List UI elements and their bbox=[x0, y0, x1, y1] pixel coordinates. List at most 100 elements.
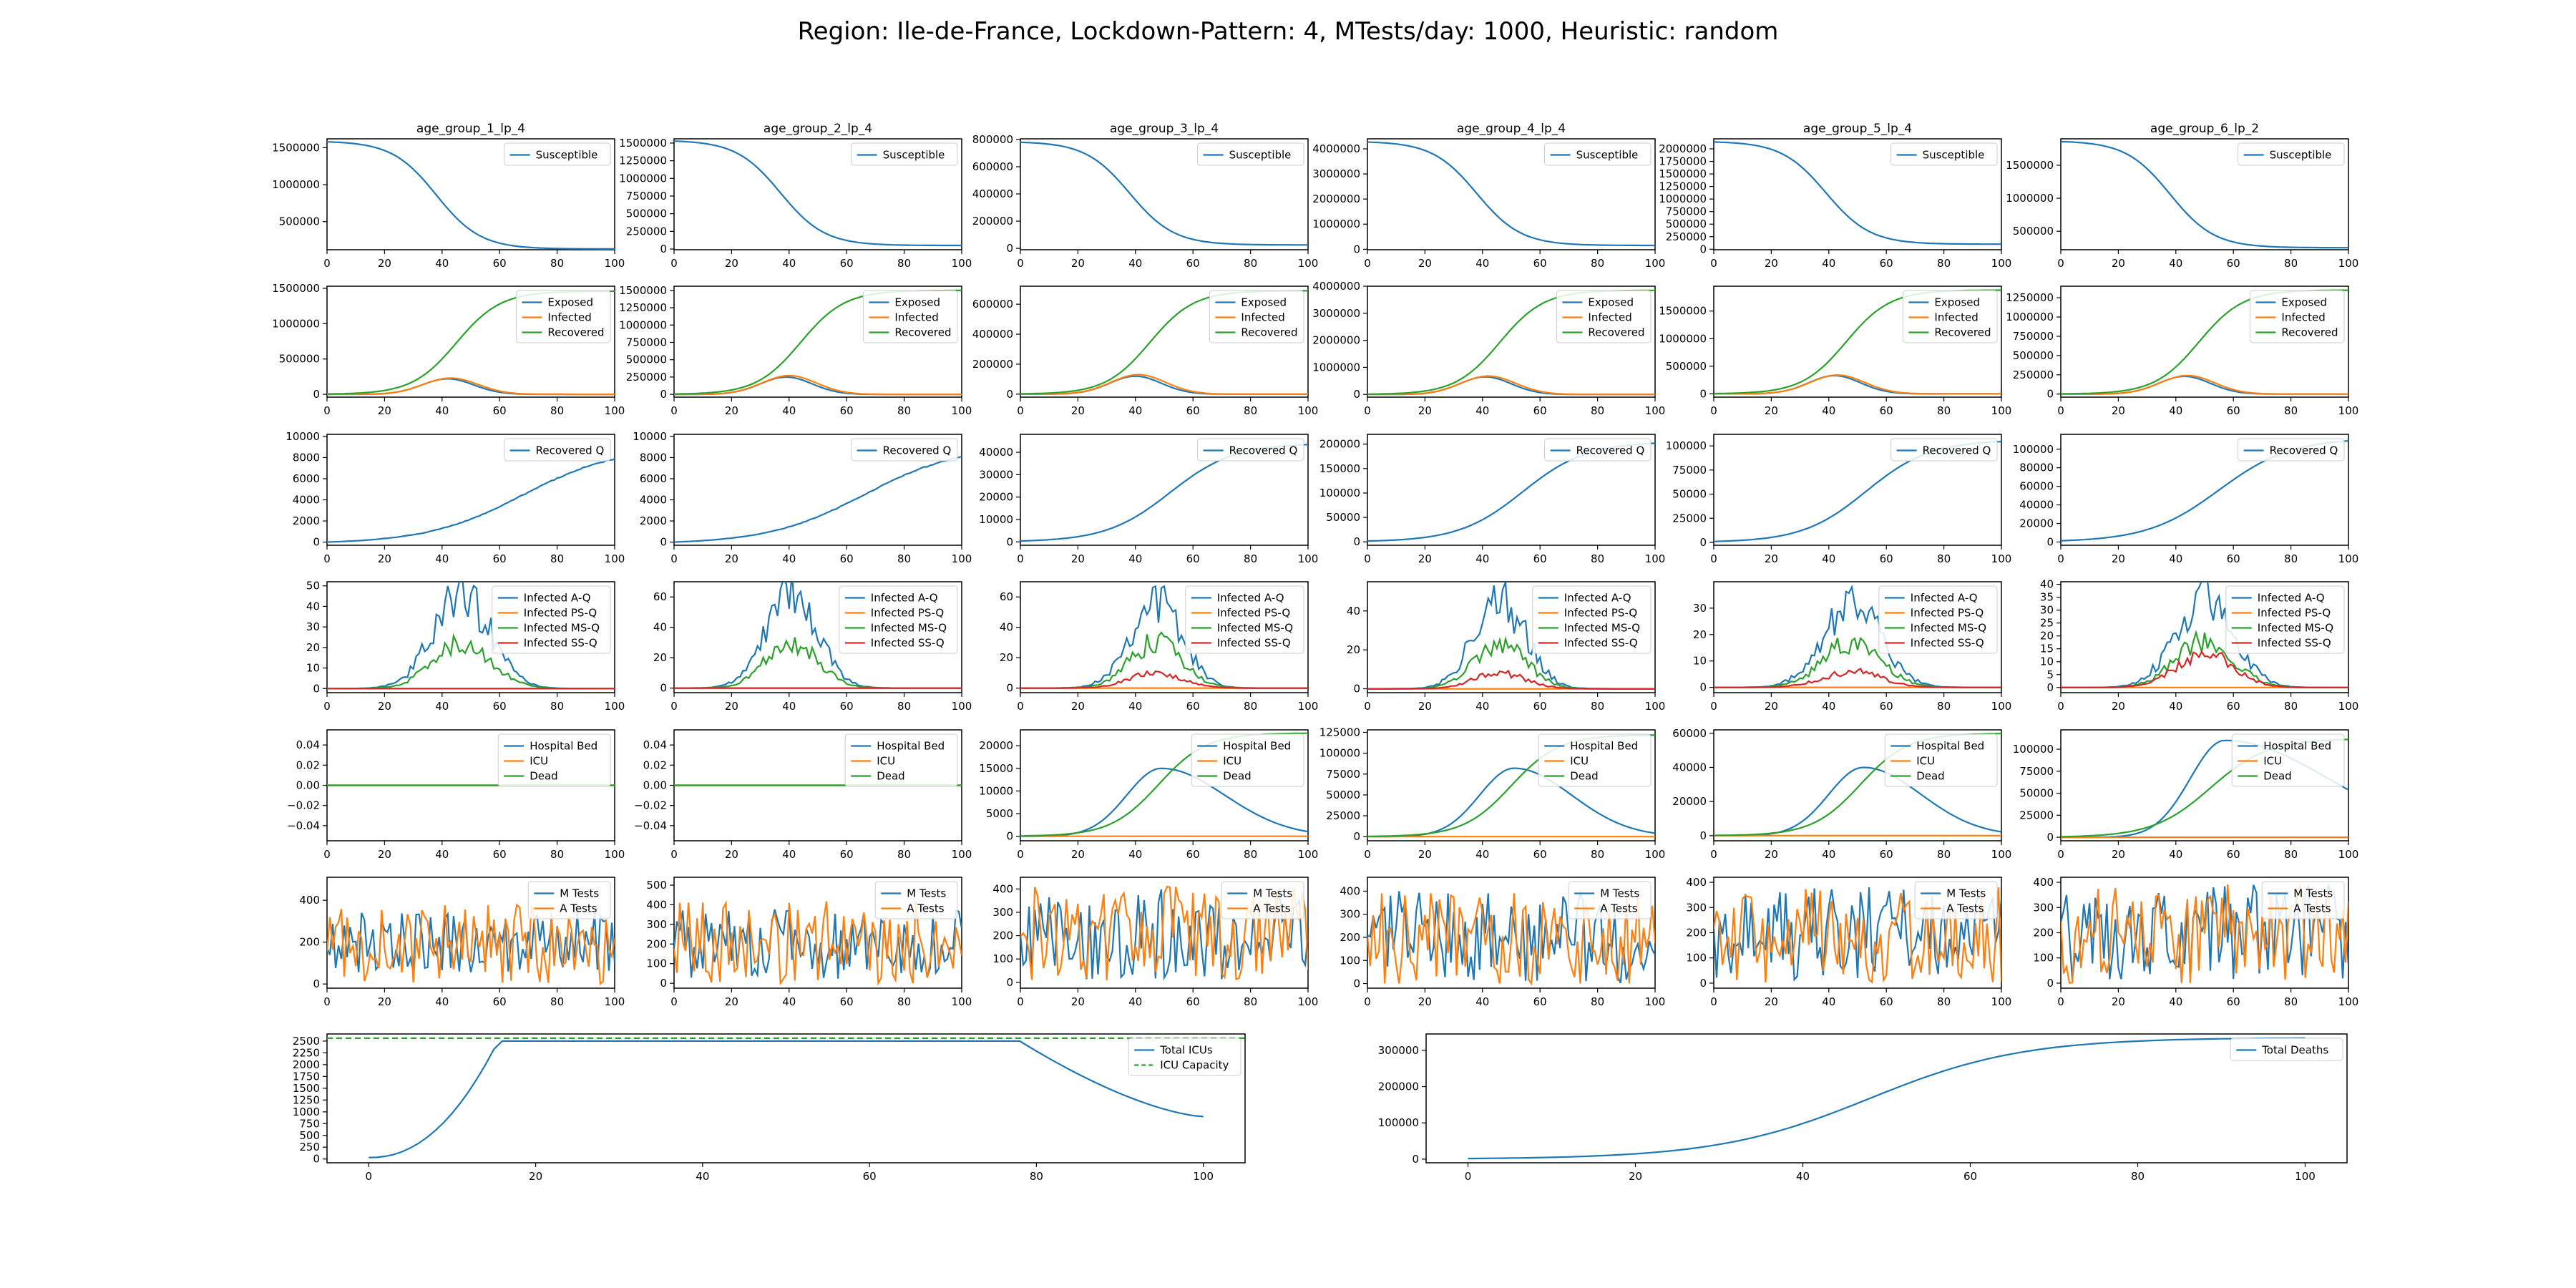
legend-box bbox=[2238, 142, 2345, 166]
y-tick-label: 200 bbox=[646, 937, 667, 950]
legend-label: Susceptible bbox=[2270, 149, 2332, 162]
y-tick-label: 500 bbox=[646, 879, 667, 892]
y-tick-label: 150000 bbox=[1319, 462, 1360, 475]
y-tick-label: 1250000 bbox=[619, 155, 667, 167]
legend-label: M Tests bbox=[2293, 887, 2333, 900]
legend-box bbox=[1538, 733, 1652, 787]
y-tick-label: 25 bbox=[2040, 617, 2054, 630]
y-tick-label: 0 bbox=[1353, 388, 1360, 401]
x-tick-label: 80 bbox=[897, 700, 911, 713]
x-tick-label: 80 bbox=[1937, 848, 1951, 861]
x-tick-label: 60 bbox=[2227, 700, 2240, 713]
x-tick-label: 100 bbox=[1991, 700, 2012, 713]
legend-label: Infected PS-Q bbox=[1911, 607, 1984, 620]
y-tick-label: 300000 bbox=[1378, 1044, 1419, 1057]
y-tick-label: 0 bbox=[1412, 1153, 1419, 1166]
x-tick-label: 0 bbox=[1364, 404, 1371, 417]
legend-box bbox=[504, 142, 611, 166]
x-tick-label: 20 bbox=[1629, 1170, 1642, 1183]
series-line bbox=[674, 140, 962, 247]
legend-label: Infected SS-Q bbox=[871, 637, 945, 650]
x-tick-label: 80 bbox=[1244, 404, 1257, 417]
legend-box bbox=[839, 585, 958, 654]
y-tick-label: 40000 bbox=[2019, 499, 2054, 512]
x-tick-label: 100 bbox=[1298, 257, 1319, 270]
legend-label: Recovered Q bbox=[1229, 444, 1298, 457]
plot-frame bbox=[326, 581, 615, 693]
x-tick-label: 80 bbox=[1591, 404, 1604, 417]
x-tick-label: 100 bbox=[1298, 404, 1319, 417]
y-tick-label: 4000 bbox=[640, 494, 667, 507]
y-tick-label: 800000 bbox=[972, 133, 1013, 146]
y-tick-label: 500000 bbox=[279, 215, 320, 228]
y-tick-label: 20 bbox=[1000, 651, 1013, 664]
legend-box bbox=[527, 881, 611, 919]
legend-label: Infected A-Q bbox=[1217, 592, 1284, 605]
y-tick-label: 8000 bbox=[293, 451, 320, 464]
x-tick-label: 60 bbox=[2227, 552, 2240, 565]
x-tick-label: 20 bbox=[2112, 552, 2125, 565]
plot-frame bbox=[326, 1033, 1246, 1163]
legend-label: M Tests bbox=[1253, 887, 1292, 900]
x-tick-label: 60 bbox=[1880, 700, 1893, 713]
y-tick-label: 300 bbox=[1686, 901, 1707, 914]
chart-c3_5: 0 20 40 60 80 100 0 25000 50000 75000 100000 Recove… bbox=[1666, 434, 2011, 565]
series-line bbox=[1714, 374, 2001, 395]
chart-c4_2: 0 20 40 60 80 100 0 20 40 60 Infected A-Q Infected … bbox=[653, 581, 972, 713]
legend-label: Hospital Bed bbox=[1916, 740, 1984, 753]
x-tick-label: 20 bbox=[1071, 552, 1085, 565]
y-tick-label: 50000 bbox=[1326, 511, 1360, 524]
x-tick-label: 100 bbox=[2338, 700, 2359, 713]
series-line bbox=[674, 455, 962, 543]
legend-box bbox=[2238, 438, 2345, 462]
x-tick-label: 100 bbox=[2295, 1170, 2316, 1183]
chart-c4_1: 0 20 40 60 80 100 0 10 20 30 40 50 Infected A-Q Infec… bbox=[306, 580, 625, 713]
y-tick-label: 1500000 bbox=[619, 137, 667, 150]
y-tick-label: 500000 bbox=[279, 353, 320, 366]
legend-label: ICU bbox=[1570, 755, 1589, 768]
x-tick-label: 40 bbox=[435, 848, 449, 861]
y-tick-label: 0 bbox=[1699, 977, 1707, 990]
x-tick-label: 0 bbox=[2057, 700, 2064, 713]
legend-box bbox=[1221, 881, 1304, 919]
legend-box bbox=[1532, 585, 1652, 654]
y-tick-label: 200000 bbox=[1319, 438, 1360, 451]
x-tick-label: 0 bbox=[323, 552, 331, 565]
y-tick-label: 250 bbox=[299, 1141, 320, 1153]
y-tick-label: −0.04 bbox=[287, 819, 320, 832]
x-tick-label: 80 bbox=[2284, 404, 2298, 417]
y-tick-label: 40000 bbox=[1672, 761, 1707, 774]
plot-frame bbox=[1020, 581, 1309, 693]
x-tick-label: 0 bbox=[1710, 552, 1717, 565]
y-tick-label: 100 bbox=[1686, 952, 1707, 965]
y-tick-label: 100000 bbox=[1666, 439, 1707, 452]
legend-label: Dead bbox=[530, 770, 558, 783]
y-tick-label: 0 bbox=[1699, 536, 1707, 549]
series-line bbox=[369, 1040, 1204, 1158]
x-tick-label: 80 bbox=[2284, 700, 2298, 713]
x-tick-label: 80 bbox=[1591, 552, 1604, 565]
y-tick-label: 750000 bbox=[2013, 330, 2054, 343]
x-tick-label: 100 bbox=[1298, 552, 1319, 565]
y-tick-label: 200000 bbox=[972, 358, 1013, 371]
y-tick-label: 200 bbox=[299, 936, 320, 949]
y-tick-label: 2000000 bbox=[1312, 192, 1360, 205]
y-tick-label: 0 bbox=[313, 682, 320, 695]
series-line bbox=[674, 374, 962, 396]
y-tick-label: 60000 bbox=[2019, 480, 2054, 493]
legend-box bbox=[497, 733, 611, 787]
legend-label: Dead bbox=[1223, 770, 1252, 783]
legend-label: Susceptible bbox=[1923, 149, 1985, 162]
x-tick-label: 0 bbox=[1364, 700, 1371, 713]
chart-c1_3: age_group_3_lp_4 0 20 40 60 80 100 0 200000 40000… bbox=[972, 122, 1319, 270]
plot-frame bbox=[2060, 138, 2349, 250]
y-tick-label: 40 bbox=[306, 600, 320, 613]
legend-label: Infected bbox=[1241, 311, 1284, 324]
y-tick-label: 1250000 bbox=[619, 301, 667, 314]
legend-label: Susceptible bbox=[883, 149, 945, 162]
x-tick-label: 60 bbox=[1880, 995, 1893, 1008]
series-line bbox=[327, 458, 615, 543]
x-tick-label: 40 bbox=[435, 257, 449, 270]
legend-label: Recovered Q bbox=[536, 444, 605, 457]
plot-frame bbox=[2060, 581, 2349, 693]
